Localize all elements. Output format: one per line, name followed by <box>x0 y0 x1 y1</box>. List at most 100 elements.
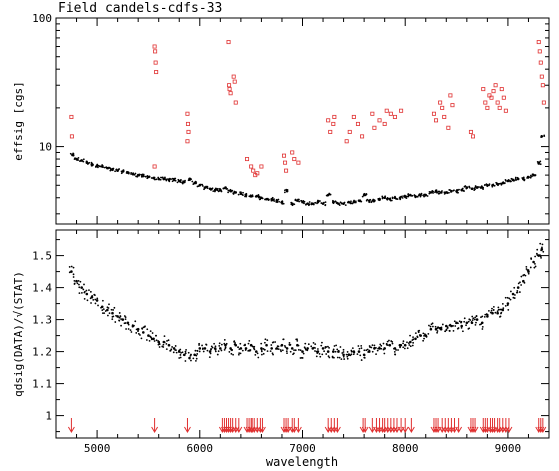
bottom-point <box>409 340 412 344</box>
bottom-point-scatter <box>101 309 104 312</box>
flagged-point <box>537 49 542 54</box>
bottom-point <box>522 279 525 283</box>
top-point-scatter <box>216 187 219 190</box>
bottom-point-scatter <box>201 344 203 347</box>
bottom-point-scatter <box>525 265 528 268</box>
bottom-point-scatter <box>418 334 421 336</box>
bottom-point-scatter <box>220 349 223 352</box>
top-point-scatter <box>503 182 506 184</box>
bottom-point-scatter <box>454 325 457 327</box>
top-point-scatter <box>99 165 102 168</box>
bottom-point-scatter <box>338 356 341 359</box>
top-point-scatter <box>157 176 160 179</box>
bottom-point-scatter <box>536 248 539 251</box>
top-point-scatter <box>144 175 147 178</box>
bottom-point-scatter <box>112 315 115 318</box>
flagged-point <box>370 111 375 116</box>
bottom-point <box>516 286 520 289</box>
bottom-point-scatter <box>304 348 307 351</box>
top-ytick-label: 100 <box>32 12 52 25</box>
top-point-scatter <box>76 158 79 161</box>
top-point-scatter <box>426 195 429 197</box>
bottom-point-scatter <box>453 320 456 323</box>
bottom-point-scatter <box>178 357 181 359</box>
top-point-scatter <box>322 201 325 204</box>
bottom-point-scatter <box>369 346 371 348</box>
top-point-scatter <box>120 170 123 173</box>
top-point-scatter <box>90 164 93 167</box>
bottom-point-scatter <box>455 322 457 325</box>
bottom-point-scatter <box>321 341 323 344</box>
flagged-point <box>186 129 191 134</box>
top-point-scatter <box>448 191 450 194</box>
top-point-scatter <box>308 203 311 206</box>
flagged-point <box>185 139 190 144</box>
bottom-point-scatter <box>488 309 490 312</box>
bottom-point-scatter <box>260 353 263 356</box>
flagged-point <box>153 49 158 54</box>
bottom-point-scatter <box>289 343 292 346</box>
bottom-point-scatter <box>539 255 542 258</box>
line-marker-arrow <box>330 418 338 433</box>
bottom-point-scatter <box>445 328 448 331</box>
line-marker-arrow <box>539 418 547 433</box>
top-point-scatter <box>502 181 505 184</box>
top-point-scatter <box>435 190 438 193</box>
bottom-point-scatter <box>481 315 484 318</box>
bottom-point-scatter <box>83 291 86 294</box>
bottom-point-scatter <box>302 352 305 355</box>
top-point-scatter <box>361 195 364 198</box>
bottom-point-scatter <box>484 313 487 316</box>
flagged-point <box>536 40 541 45</box>
bottom-ytick-label: 1.3 <box>32 314 52 327</box>
flagged-point <box>226 40 231 45</box>
bottom-point-scatter <box>501 302 504 305</box>
bottom-point-scatter <box>141 327 144 330</box>
top-point-scatter <box>142 173 145 176</box>
bottom-point-scatter <box>504 305 507 307</box>
bottom-point-scatter <box>304 347 307 350</box>
bottom-point-scatter <box>520 284 523 286</box>
top-ylabel: effsig [cgs] <box>12 81 25 160</box>
flagged-point <box>227 83 232 88</box>
x-axis-label: wavelength <box>266 455 338 469</box>
bottom-point-scatter <box>196 349 199 352</box>
bottom-point-scatter <box>357 345 360 347</box>
bottom-point-scatter <box>79 280 82 283</box>
top-point-scatter <box>340 202 343 205</box>
bottom-point-scatter <box>542 250 545 253</box>
bottom-point-scatter <box>192 357 195 360</box>
bottom-point-scatter <box>181 351 184 354</box>
bottom-point-scatter <box>110 308 113 311</box>
top-point-scatter <box>95 165 98 168</box>
bottom-point-scatter <box>238 348 241 351</box>
bottom-point-scatter <box>408 344 411 346</box>
x-tick-label: 5000 <box>84 442 111 455</box>
top-point-scatter <box>101 164 104 166</box>
bottom-point-scatter <box>78 283 80 286</box>
bottom-point-scatter <box>508 297 511 300</box>
bottom-point-scatter <box>195 354 198 357</box>
top-point-scatter <box>477 186 480 188</box>
bottom-point-scatter <box>179 354 182 356</box>
bottom-point-scatter <box>185 348 187 351</box>
flagged-point <box>538 60 543 65</box>
flagged-point <box>344 139 349 144</box>
bottom-point-scatter <box>198 342 201 345</box>
bottom-point-scatter <box>224 346 227 349</box>
bottom-point-scatter <box>194 349 197 352</box>
bottom-point-scatter <box>351 347 354 350</box>
bottom-point-scatter <box>527 272 530 275</box>
top-point-scatter <box>365 193 367 196</box>
bottom-point-scatter <box>127 323 130 326</box>
flagged-point <box>392 114 397 119</box>
bottom-point-scatter <box>437 326 440 329</box>
top-point-scatter <box>278 200 280 203</box>
flagged-point <box>541 100 546 105</box>
bottom-point-scatter <box>238 352 241 355</box>
top-point-scatter <box>336 202 339 205</box>
bottom-point-scatter <box>423 337 425 340</box>
line-marker-arrow <box>499 418 507 433</box>
top-point-scatter <box>181 182 184 185</box>
top-point-scatter <box>109 169 112 172</box>
